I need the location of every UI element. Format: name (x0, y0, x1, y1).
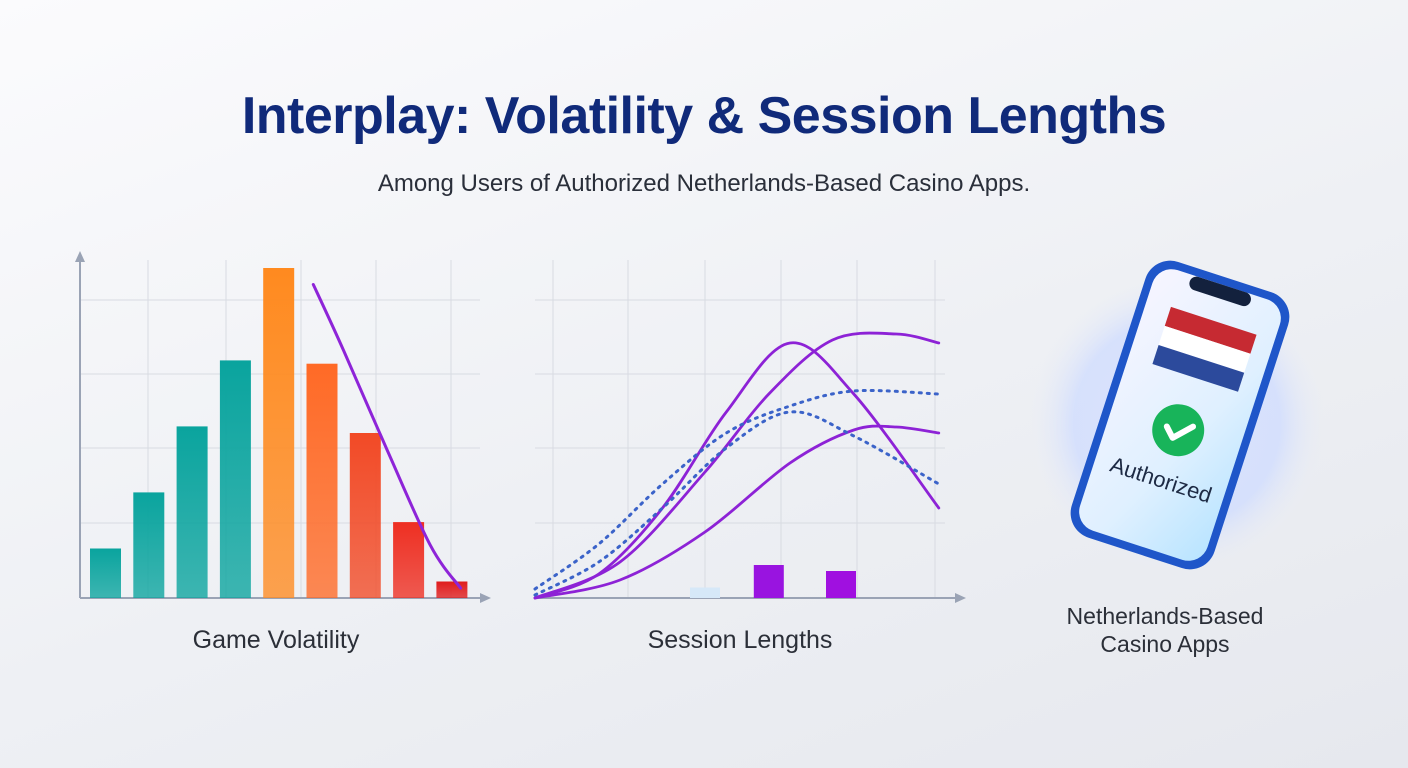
volatility-bar-1 (90, 548, 121, 598)
volatility-chart (75, 251, 491, 603)
phone-caption-line-2: Casino Apps (1100, 631, 1230, 657)
phone-illustration: Authorized (1029, 260, 1325, 571)
volatility-bar-3 (176, 426, 208, 598)
x-axis-arrow (480, 593, 491, 603)
check-mark (1163, 423, 1197, 441)
phone-notch (1189, 276, 1251, 307)
session-bar-3 (826, 571, 856, 598)
phone-caption: Netherlands-Based Casino Apps (1040, 602, 1290, 658)
flag-blue-stripe (1152, 344, 1245, 392)
session-bar-2 (753, 565, 784, 598)
volatility-bar-5 (263, 268, 295, 598)
volatility-chart-caption: Game Volatility (192, 626, 360, 654)
session-lengths-chart (533, 260, 966, 603)
session-line-4 (533, 388, 941, 591)
flag-white-stripe (1158, 325, 1251, 373)
volatility-bar-7 (349, 433, 381, 598)
session-line-5 (533, 410, 941, 597)
session-lengths-chart-caption: Session Lengths (647, 626, 833, 654)
session-line-3 (533, 424, 941, 600)
session-line-2 (533, 331, 941, 600)
phone-caption-line-1: Netherlands-Based (1066, 603, 1264, 629)
page-title: Interplay: Volatility & Session Lengths (241, 87, 1167, 145)
volatility-bar-6 (306, 363, 338, 598)
volatility-bar-8 (393, 522, 425, 598)
volatility-trend-curve (311, 283, 463, 590)
page-subtitle: Among Users of Authorized Netherlands-Ba… (377, 170, 1031, 197)
session-bar-1 (690, 587, 720, 598)
y-axis-arrow (75, 251, 85, 262)
volatility-bar-2 (133, 492, 165, 598)
x-axis-arrow (955, 593, 966, 603)
session-line-1 (533, 341, 941, 600)
volatility-bar-9 (436, 581, 468, 598)
check-icon (1152, 404, 1205, 457)
volatility-bar-4 (219, 360, 251, 598)
flag-red-stripe (1164, 306, 1257, 354)
